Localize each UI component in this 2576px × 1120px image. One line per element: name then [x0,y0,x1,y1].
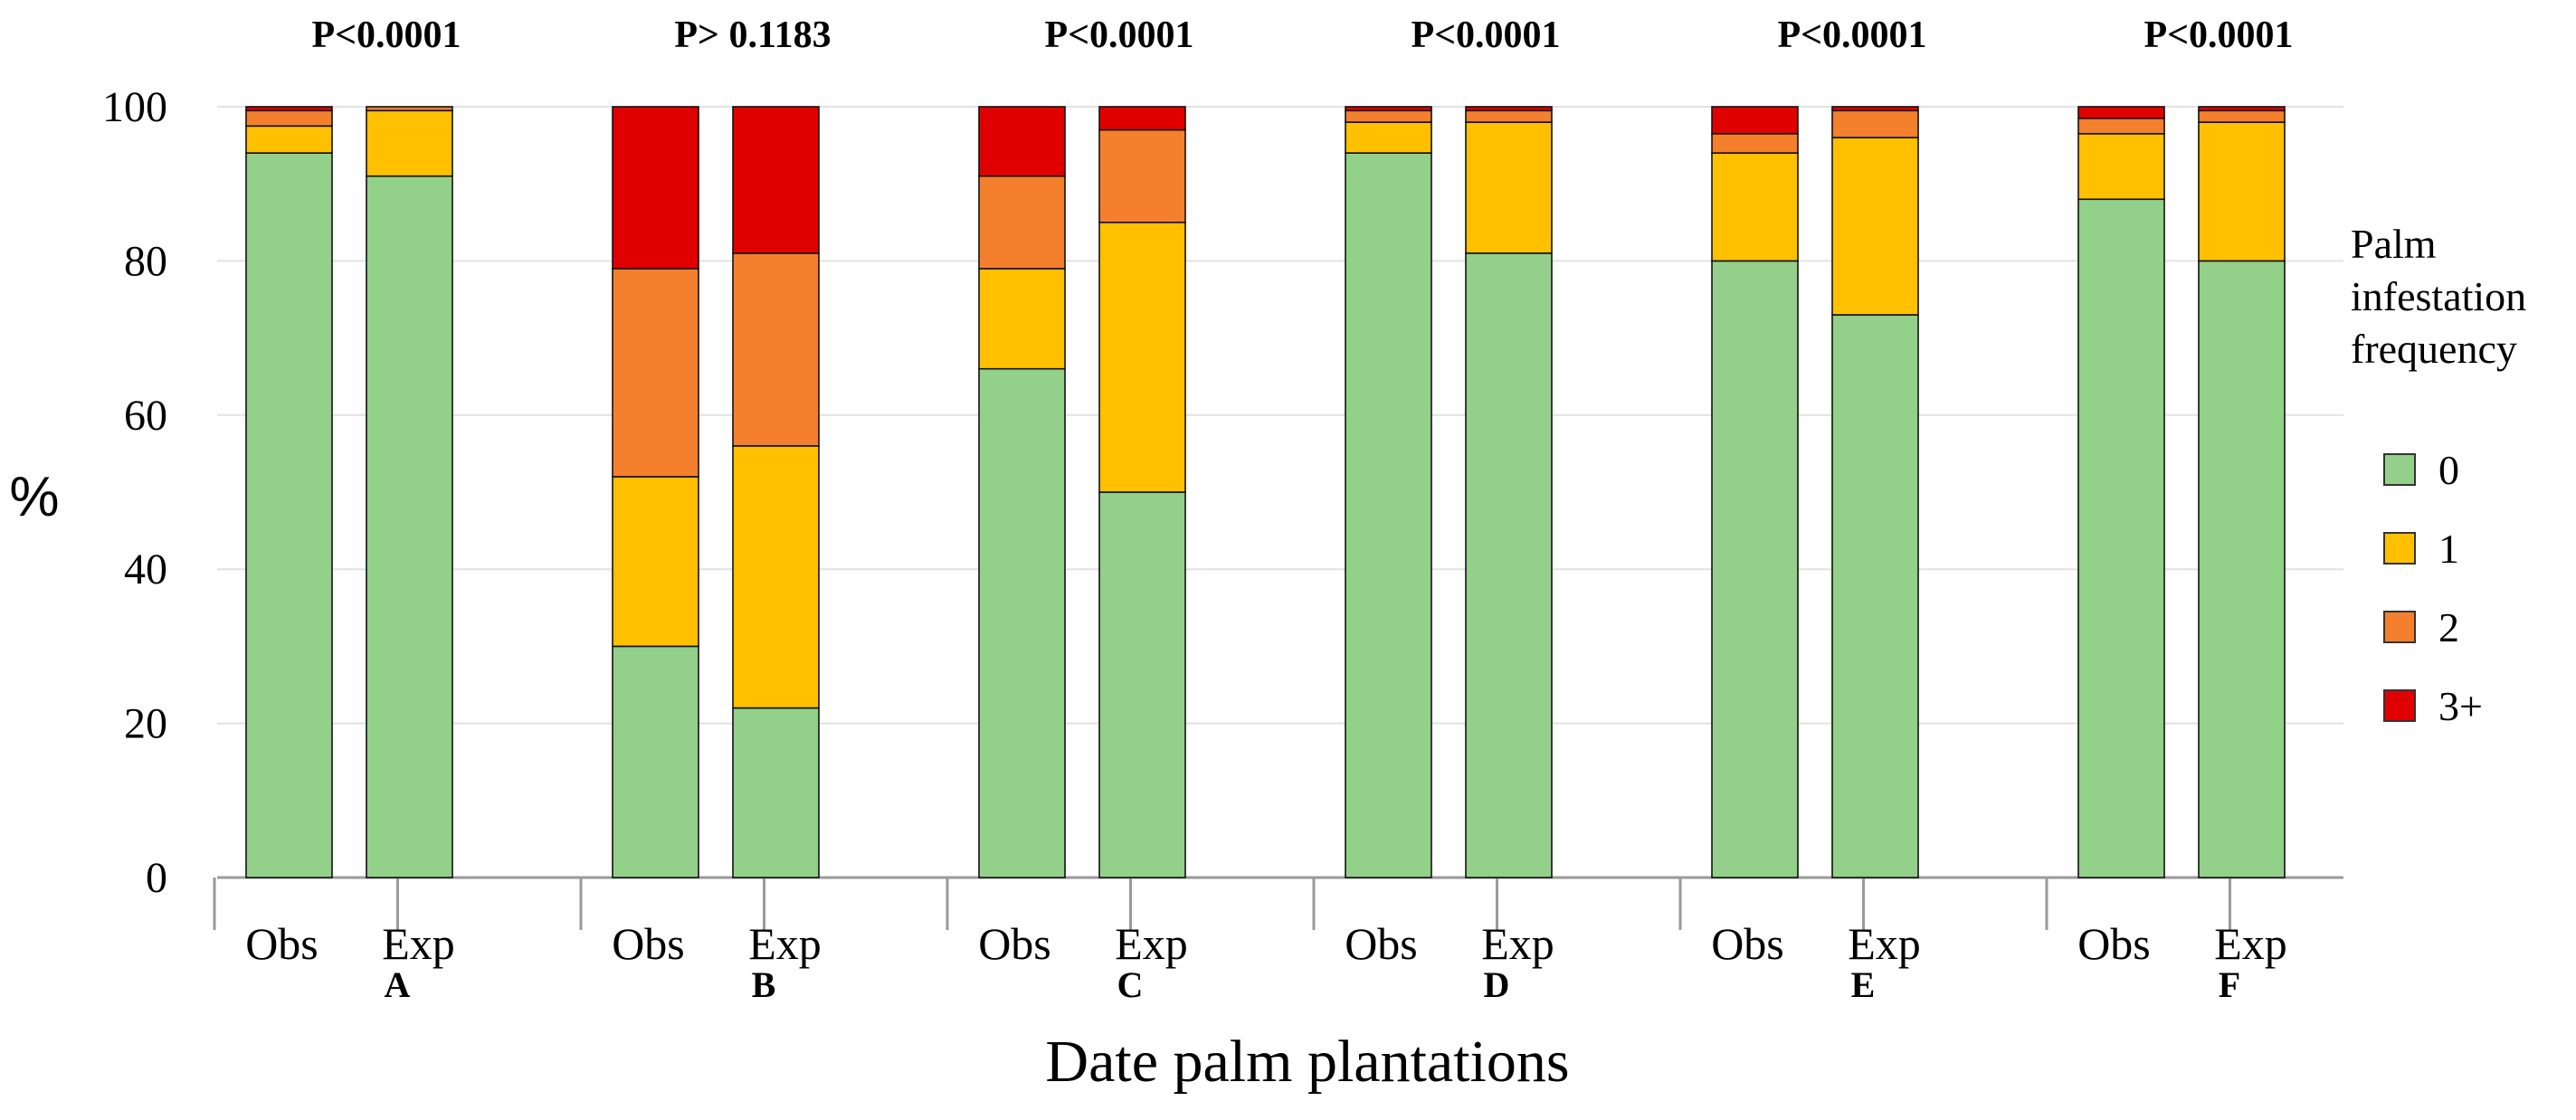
bar-segment-C-exp-3plus [1098,106,1186,131]
legend-label: 3+ [2438,683,2483,729]
bar-segment-A-obs-2 [245,109,333,128]
group-label: F [2219,964,2240,1005]
group-label: B [752,964,776,1005]
group-label: D [1484,964,1510,1005]
bar-segment-A-obs-0 [245,152,333,878]
bar-segment-E-exp-1 [1831,137,1919,316]
legend-swatch [2383,453,2416,486]
legend-title: frequency [2351,326,2517,372]
bar-segment-F-exp-3plus [2198,106,2286,112]
bar-segment-D-obs-0 [1345,152,1432,878]
bar-segment-E-obs-1 [1711,152,1799,262]
bar-segment-E-exp-3plus [1831,106,1919,112]
bar-label-obs: Obs [1711,918,1784,969]
bar-segment-F-exp-2 [2198,109,2286,123]
bar-segment-B-exp-0 [732,707,820,878]
bar-segment-F-obs-1 [2077,133,2165,201]
y-tick-label: 60 [124,392,167,440]
bar-segment-E-obs-0 [1711,260,1799,878]
legend-title: infestation [2351,273,2526,319]
p-value-label: P<0.0001 [1044,14,1193,56]
bar-label-exp: Exp [1481,918,1554,969]
legend-swatch [2383,532,2416,565]
bar-label-obs: Obs [978,918,1051,969]
bar-segment-A-obs-3plus [245,106,333,112]
bar-segment-C-exp-0 [1098,491,1186,878]
y-axis-title: % [9,466,59,528]
gridlines [217,106,2343,725]
bar-segment-F-exp-1 [2198,121,2286,262]
bar-segment-C-obs-1 [978,268,1066,370]
bar-label-exp: Exp [1115,918,1188,969]
legend-swatch [2383,611,2416,643]
bar-segment-B-obs-3plus [612,106,699,270]
bar-segment-B-obs-0 [612,645,699,878]
y-tick-label: 20 [124,700,167,748]
bar-label-exp: Exp [1848,918,1921,969]
bar-label-exp: Exp [748,918,822,969]
p-value-label: P<0.0001 [1411,14,1560,56]
bar-segment-D-obs-2 [1345,109,1432,123]
bar-segment-C-exp-2 [1098,128,1186,223]
bar-segment-A-obs-1 [245,125,333,154]
bar-segment-C-obs-2 [978,175,1066,270]
bar-segment-B-obs-2 [612,268,699,478]
bar-segment-D-exp-2 [1465,109,1553,123]
bar-segment-B-obs-1 [612,476,699,648]
y-tick-label: 40 [124,546,167,593]
bar-segment-B-exp-2 [732,252,820,447]
bar-segment-C-obs-0 [978,367,1066,878]
bar-segment-E-obs-2 [1711,133,1799,154]
y-tick-label: 100 [102,83,167,131]
bar-segment-B-exp-1 [732,445,820,709]
group-label: C [1117,964,1144,1005]
bar-segment-F-obs-2 [2077,117,2165,135]
bar-segment-F-obs-3plus [2077,106,2165,119]
bar-segment-C-exp-1 [1098,222,1186,493]
bars [245,106,2286,878]
bar-segment-A-exp-2 [366,106,453,112]
bar-segment-D-exp-0 [1465,252,1553,878]
p-value-label: P<0.0001 [311,14,461,56]
bar-segment-F-obs-0 [2077,198,2165,878]
bar-label-obs: Obs [612,918,685,969]
legend-label: 1 [2438,526,2459,572]
bar-segment-D-obs-3plus [1345,106,1432,112]
legend-swatch [2383,689,2416,722]
y-tick-label: 80 [124,237,167,285]
bar-segment-C-obs-3plus [978,106,1066,177]
group-label: E [1851,964,1876,1005]
p-value-label: P<0.0001 [1777,14,1926,56]
y-tick-label: 0 [146,854,167,902]
bar-segment-F-exp-0 [2198,260,2286,878]
x-axis-title: Date palm plantations [1045,1029,1569,1095]
p-value-label: P<0.0001 [2143,14,2293,56]
legend-title: Palm [2351,221,2437,267]
bar-segment-D-obs-1 [1345,121,1432,154]
bar-segment-B-exp-3plus [732,106,820,254]
axes [213,876,2343,930]
bar-segment-A-exp-1 [366,109,453,177]
bar-segment-D-exp-1 [1465,121,1553,254]
legend: Palm infestation frequency 0 1 2 3+ [2351,221,2526,729]
group-label: A [385,964,411,1005]
bar-label-obs: Obs [245,918,318,969]
bar-label-obs: Obs [2077,918,2151,969]
bar-segment-E-exp-0 [1831,314,1919,878]
bar-segment-A-exp-0 [366,175,453,878]
bar-label-exp: Exp [2214,918,2287,969]
legend-label: 0 [2438,447,2459,493]
legend-label: 2 [2438,604,2459,650]
bar-segment-E-exp-2 [1831,109,1919,138]
p-value-label: P> 0.1183 [674,14,831,56]
bar-segment-D-exp-3plus [1465,106,1553,112]
bar-label-obs: Obs [1345,918,1418,969]
bar-segment-E-obs-3plus [1711,106,1799,135]
bar-label-exp: Exp [382,918,455,969]
